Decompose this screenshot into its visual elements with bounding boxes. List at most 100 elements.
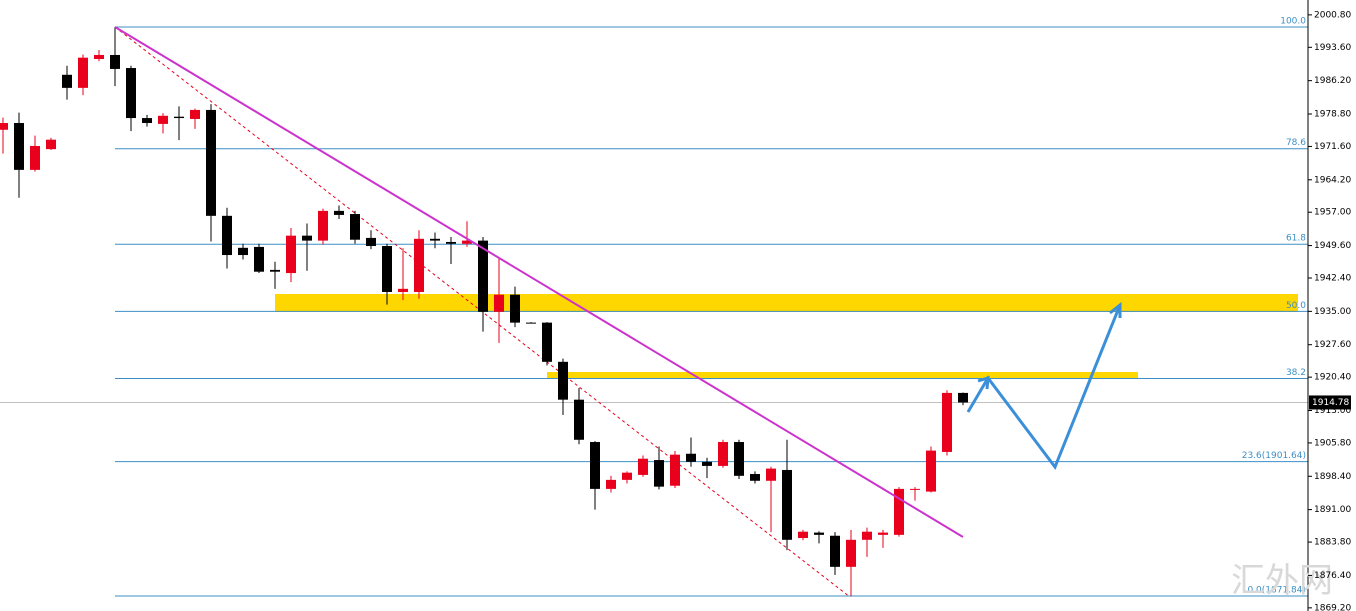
candle-body bbox=[414, 238, 424, 292]
candle-body bbox=[574, 399, 584, 440]
channel-line bbox=[114, 26, 851, 598]
candle-body bbox=[206, 109, 216, 216]
y-tick-label: 1957.00 bbox=[1314, 208, 1351, 218]
arrow-head bbox=[977, 375, 990, 390]
fib-label: 78.6 bbox=[1286, 138, 1306, 148]
candle-body bbox=[510, 294, 520, 323]
current-price-box bbox=[1309, 395, 1351, 410]
y-tick-label: 1905.80 bbox=[1314, 438, 1351, 448]
candle-body bbox=[446, 241, 456, 244]
candle-body bbox=[222, 215, 232, 256]
grid-layer: 100.0 78.6 61.8 50.0 38.2 23.6(1901.64) 0.0(18… bbox=[0, 17, 1308, 597]
candle-body bbox=[78, 57, 88, 88]
y-tick-label: 1876.40 bbox=[1314, 571, 1351, 581]
current-price-label: 1914.78 bbox=[1312, 398, 1349, 408]
candle-body bbox=[30, 145, 40, 170]
candle-body bbox=[926, 450, 936, 492]
candle-body bbox=[174, 116, 184, 119]
candle-body bbox=[494, 294, 504, 312]
candle-body bbox=[270, 269, 280, 272]
candle-body bbox=[766, 468, 776, 481]
candle-body bbox=[814, 532, 824, 535]
candle-body bbox=[526, 322, 536, 324]
fib-label: 100.0 bbox=[1280, 17, 1306, 27]
candle-body bbox=[478, 240, 488, 312]
candle-body bbox=[462, 240, 472, 244]
y-tick-label: 1913.00 bbox=[1314, 406, 1351, 416]
candle-body bbox=[910, 488, 920, 490]
candle-body bbox=[782, 469, 792, 540]
candle-body bbox=[878, 532, 888, 535]
y-tick-label: 1898.40 bbox=[1314, 472, 1351, 482]
candle-body bbox=[0, 123, 8, 130]
candle-body bbox=[110, 54, 120, 69]
candle-body bbox=[126, 68, 136, 119]
candle-body bbox=[46, 139, 56, 150]
candle-body bbox=[62, 74, 72, 88]
candle-body bbox=[398, 288, 408, 292]
candle-body bbox=[590, 442, 600, 489]
candle-body bbox=[846, 539, 856, 567]
watermark: 汇外网 bbox=[1231, 561, 1333, 601]
y-tick-label: 1986.20 bbox=[1314, 76, 1351, 86]
candle-body bbox=[318, 210, 328, 241]
candle-body bbox=[286, 235, 296, 274]
fib-label: 23.6(1901.64) bbox=[1242, 451, 1306, 461]
candle-body bbox=[430, 238, 440, 241]
candle-body bbox=[334, 210, 344, 215]
candle-body bbox=[638, 458, 648, 475]
candle-body bbox=[366, 237, 376, 247]
y-tick-label: 1978.80 bbox=[1314, 109, 1351, 119]
candle-body bbox=[190, 109, 200, 119]
candle-body bbox=[302, 235, 312, 241]
candle-body bbox=[14, 123, 24, 170]
candle-body bbox=[942, 392, 952, 452]
candle-body bbox=[958, 392, 968, 403]
candle-body bbox=[542, 322, 552, 362]
candle-layer bbox=[0, 27, 968, 597]
candle-body bbox=[750, 474, 760, 481]
candle-body bbox=[862, 531, 872, 540]
fib-label: 50.0 bbox=[1286, 301, 1306, 311]
candle-body bbox=[830, 535, 840, 567]
candle-body bbox=[94, 54, 104, 60]
trend-line bbox=[114, 26, 964, 538]
candle-body bbox=[702, 461, 712, 466]
support-zone bbox=[547, 372, 1138, 379]
candle-body bbox=[606, 479, 616, 489]
y-tick-label: 1869.20 bbox=[1314, 603, 1351, 611]
resistance-zone bbox=[275, 294, 1298, 312]
y-tick-label: 1964.20 bbox=[1314, 175, 1351, 185]
y-tick-label: 1927.60 bbox=[1314, 340, 1351, 350]
y-tick-label: 1949.60 bbox=[1314, 241, 1351, 251]
candle-body bbox=[558, 361, 568, 400]
arrow-head bbox=[1109, 301, 1122, 318]
y-tick-label: 1920.40 bbox=[1314, 373, 1351, 383]
candle-body bbox=[798, 531, 808, 539]
y-tick-label: 1883.80 bbox=[1314, 538, 1351, 548]
candle-body bbox=[158, 115, 168, 124]
y-tick-label: 1942.40 bbox=[1314, 274, 1351, 284]
candle-body bbox=[382, 246, 392, 292]
candle-body bbox=[734, 442, 744, 476]
candle-body bbox=[670, 454, 680, 486]
y-tick-label: 1935.00 bbox=[1314, 307, 1351, 317]
candle-body bbox=[686, 453, 696, 462]
y-tick-label: 1971.60 bbox=[1314, 142, 1351, 152]
candle-body bbox=[350, 214, 360, 240]
fib-label: 0.0(1871.84) bbox=[1247, 585, 1306, 595]
candle-body bbox=[654, 460, 664, 487]
fib-label: 38.2 bbox=[1286, 368, 1306, 378]
candle-body bbox=[622, 472, 632, 480]
y-tick-label: 1891.00 bbox=[1314, 505, 1351, 515]
forecast-path bbox=[966, 304, 1122, 471]
y-tick-label: 1993.60 bbox=[1314, 43, 1351, 53]
fib-label: 61.8 bbox=[1286, 234, 1306, 244]
candle-body bbox=[718, 442, 728, 466]
candle-body bbox=[238, 247, 248, 256]
candle-body bbox=[254, 246, 264, 272]
candle-body bbox=[142, 118, 152, 124]
y-tick-label: 2000.80 bbox=[1314, 10, 1351, 20]
candle-body bbox=[894, 488, 904, 535]
